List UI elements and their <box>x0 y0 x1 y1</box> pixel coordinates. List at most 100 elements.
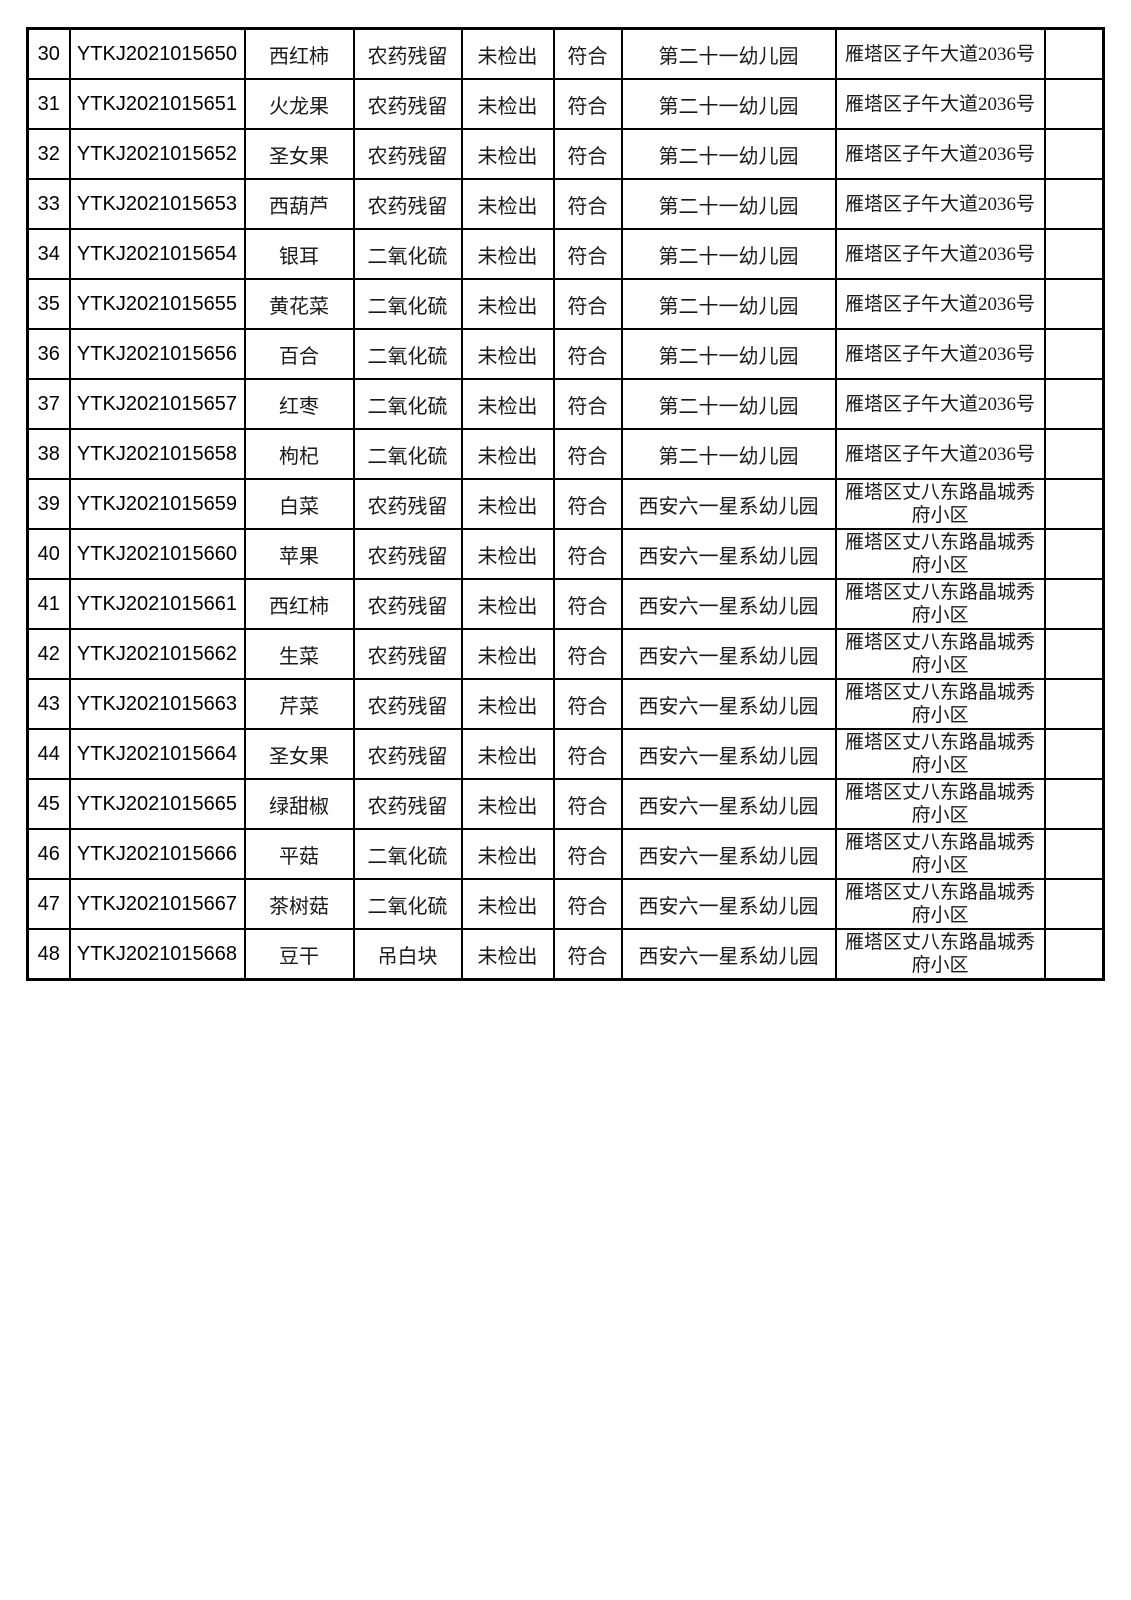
sampled-unit-cell: 西安六一星系幼儿园 <box>620 578 837 630</box>
remark-cell <box>1043 328 1105 380</box>
conclusion-cell: 符合 <box>552 278 623 330</box>
conclusion-cell: 符合 <box>552 928 623 981</box>
address-cell: 雁塔区丈八东路晶城秀府小区 <box>834 878 1046 930</box>
table-row: 39 YTKJ2021015659 白菜 农药残留 未检出 符合 西安六一星系幼… <box>26 478 1105 530</box>
result-cell: 未检出 <box>460 678 555 730</box>
sampled-unit-cell: 西安六一星系幼儿园 <box>620 778 837 830</box>
remark-cell <box>1043 128 1105 180</box>
sample-name-cell: 豆干 <box>243 928 355 981</box>
table-row: 38 YTKJ2021015658 枸杞 二氧化硫 未检出 符合 第二十一幼儿园… <box>26 428 1105 480</box>
sample-id-cell: YTKJ2021015657 <box>68 378 246 430</box>
address-cell: 雁塔区子午大道2036号 <box>834 178 1046 230</box>
result-cell: 未检出 <box>460 178 555 230</box>
sample-id-cell: YTKJ2021015660 <box>68 528 246 580</box>
conclusion-cell: 符合 <box>552 478 623 530</box>
test-item-cell: 农药残留 <box>352 578 463 630</box>
remark-cell <box>1043 628 1105 680</box>
sample-name-cell: 芹菜 <box>243 678 355 730</box>
table-body: 30 YTKJ2021015650 西红柿 农药残留 未检出 符合 第二十一幼儿… <box>26 27 1105 981</box>
row-number-cell: 47 <box>26 878 71 930</box>
table-row: 33 YTKJ2021015653 西葫芦 农药残留 未检出 符合 第二十一幼儿… <box>26 178 1105 230</box>
test-item-cell: 农药残留 <box>352 528 463 580</box>
table-row: 46 YTKJ2021015666 平菇 二氧化硫 未检出 符合 西安六一星系幼… <box>26 828 1105 880</box>
result-cell: 未检出 <box>460 128 555 180</box>
remark-cell <box>1043 27 1105 80</box>
result-cell: 未检出 <box>460 428 555 480</box>
result-cell: 未检出 <box>460 478 555 530</box>
test-item-cell: 农药残留 <box>352 728 463 780</box>
conclusion-cell: 符合 <box>552 228 623 280</box>
row-number-cell: 41 <box>26 578 71 630</box>
sample-id-cell: YTKJ2021015668 <box>68 928 246 981</box>
table-row: 42 YTKJ2021015662 生菜 农药残留 未检出 符合 西安六一星系幼… <box>26 628 1105 680</box>
result-cell: 未检出 <box>460 828 555 880</box>
remark-cell <box>1043 728 1105 780</box>
table-row: 30 YTKJ2021015650 西红柿 农药残留 未检出 符合 第二十一幼儿… <box>26 27 1105 80</box>
table-row: 47 YTKJ2021015667 茶树菇 二氧化硫 未检出 符合 西安六一星系… <box>26 878 1105 930</box>
sampled-unit-cell: 西安六一星系幼儿园 <box>620 478 837 530</box>
remark-cell <box>1043 528 1105 580</box>
table-row: 32 YTKJ2021015652 圣女果 农药残留 未检出 符合 第二十一幼儿… <box>26 128 1105 180</box>
row-number-cell: 46 <box>26 828 71 880</box>
table-row: 34 YTKJ2021015654 银耳 二氧化硫 未检出 符合 第二十一幼儿园… <box>26 228 1105 280</box>
sample-id-cell: YTKJ2021015655 <box>68 278 246 330</box>
test-item-cell: 二氧化硫 <box>352 428 463 480</box>
result-cell: 未检出 <box>460 778 555 830</box>
sample-id-cell: YTKJ2021015650 <box>68 27 246 80</box>
address-cell: 雁塔区丈八东路晶城秀府小区 <box>834 928 1046 981</box>
remark-cell <box>1043 228 1105 280</box>
remark-cell <box>1043 78 1105 130</box>
test-item-cell: 二氧化硫 <box>352 228 463 280</box>
sampled-unit-cell: 第二十一幼儿园 <box>620 178 837 230</box>
sampled-unit-cell: 西安六一星系幼儿园 <box>620 728 837 780</box>
sampled-unit-cell: 第二十一幼儿园 <box>620 428 837 480</box>
sampled-unit-cell: 西安六一星系幼儿园 <box>620 678 837 730</box>
test-item-cell: 农药残留 <box>352 678 463 730</box>
sample-id-cell: YTKJ2021015658 <box>68 428 246 480</box>
test-item-cell: 农药残留 <box>352 128 463 180</box>
conclusion-cell: 符合 <box>552 678 623 730</box>
row-number-cell: 32 <box>26 128 71 180</box>
remark-cell <box>1043 278 1105 330</box>
conclusion-cell: 符合 <box>552 378 623 430</box>
test-item-cell: 吊白块 <box>352 928 463 981</box>
row-number-cell: 45 <box>26 778 71 830</box>
sample-id-cell: YTKJ2021015656 <box>68 328 246 380</box>
table-row: 41 YTKJ2021015661 西红柿 农药残留 未检出 符合 西安六一星系… <box>26 578 1105 630</box>
address-cell: 雁塔区子午大道2036号 <box>834 428 1046 480</box>
test-item-cell: 二氧化硫 <box>352 878 463 930</box>
sample-name-cell: 银耳 <box>243 228 355 280</box>
result-cell: 未检出 <box>460 228 555 280</box>
sample-id-cell: YTKJ2021015651 <box>68 78 246 130</box>
row-number-cell: 36 <box>26 328 71 380</box>
remark-cell <box>1043 878 1105 930</box>
sample-id-cell: YTKJ2021015652 <box>68 128 246 180</box>
conclusion-cell: 符合 <box>552 78 623 130</box>
result-cell: 未检出 <box>460 578 555 630</box>
address-cell: 雁塔区丈八东路晶城秀府小区 <box>834 678 1046 730</box>
sample-id-cell: YTKJ2021015654 <box>68 228 246 280</box>
sample-id-cell: YTKJ2021015662 <box>68 628 246 680</box>
conclusion-cell: 符合 <box>552 728 623 780</box>
test-item-cell: 农药残留 <box>352 628 463 680</box>
sample-name-cell: 西红柿 <box>243 578 355 630</box>
conclusion-cell: 符合 <box>552 428 623 480</box>
conclusion-cell: 符合 <box>552 27 623 80</box>
row-number-cell: 44 <box>26 728 71 780</box>
table-row: 40 YTKJ2021015660 苹果 农药残留 未检出 符合 西安六一星系幼… <box>26 528 1105 580</box>
address-cell: 雁塔区丈八东路晶城秀府小区 <box>834 778 1046 830</box>
result-cell: 未检出 <box>460 378 555 430</box>
test-item-cell: 二氧化硫 <box>352 378 463 430</box>
address-cell: 雁塔区子午大道2036号 <box>834 27 1046 80</box>
address-cell: 雁塔区子午大道2036号 <box>834 278 1046 330</box>
address-cell: 雁塔区丈八东路晶城秀府小区 <box>834 578 1046 630</box>
sampled-unit-cell: 西安六一星系幼儿园 <box>620 928 837 981</box>
address-cell: 雁塔区丈八东路晶城秀府小区 <box>834 628 1046 680</box>
sampled-unit-cell: 第二十一幼儿园 <box>620 228 837 280</box>
sampling-results-table: 30 YTKJ2021015650 西红柿 农药残留 未检出 符合 第二十一幼儿… <box>26 27 1105 981</box>
sampled-unit-cell: 西安六一星系幼儿园 <box>620 628 837 680</box>
table-row: 44 YTKJ2021015664 圣女果 农药残留 未检出 符合 西安六一星系… <box>26 728 1105 780</box>
result-cell: 未检出 <box>460 27 555 80</box>
sample-name-cell: 生菜 <box>243 628 355 680</box>
